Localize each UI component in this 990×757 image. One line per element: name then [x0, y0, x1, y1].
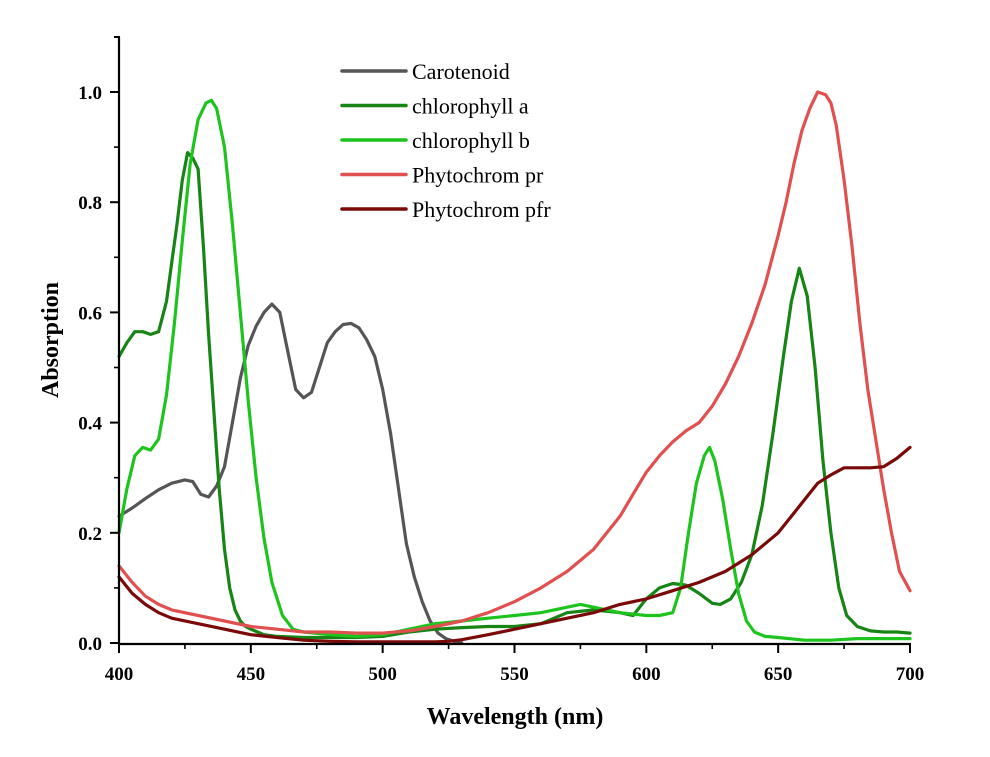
series-line-phytochrom-pfr: [117, 445, 912, 644]
x-axis-title: Wavelength (nm): [427, 704, 604, 730]
x-ticks: 400 450 500 550 600 650 700: [105, 644, 925, 685]
legend-label-chlorophyll-b: chlorophyll b: [412, 128, 530, 153]
y-tick-label: 0.4: [78, 414, 102, 435]
legend-label-chlorophyll-a: chlorophyll a: [412, 94, 529, 119]
legend-label-carotenoid: Carotenoid: [412, 59, 510, 84]
x-tick-label: 700: [896, 664, 925, 685]
plot-lines: [117, 90, 912, 645]
x-tick-label: 500: [368, 664, 397, 685]
y-axis-title: Absorption: [38, 282, 64, 398]
x-tick-label: 600: [632, 664, 661, 685]
series-line-carotenoid: [117, 302, 464, 645]
series-line-phytochrom-pr: [117, 90, 912, 635]
x-tick-label: 550: [500, 664, 529, 685]
x-tick-label: 400: [105, 664, 134, 685]
x-tick-label: 650: [764, 664, 793, 685]
y-tick-label: 0.8: [78, 193, 102, 214]
y-tick-label: 0.0: [78, 634, 102, 655]
legend: Carotenoid chlorophyll a chlorophyll b Phyt…: [340, 59, 551, 222]
x-tick-label: 450: [237, 664, 266, 685]
y-tick-label: 1.0: [78, 83, 102, 104]
y-ticks: 0.0 0.2 0.4 0.6 0.8 1.0: [78, 36, 119, 655]
legend-label-phytochrom-pr: Phytochrom pr: [412, 163, 544, 188]
y-tick-label: 0.2: [78, 524, 102, 545]
y-tick-label: 0.6: [78, 303, 102, 324]
axes: 400 450 500 550 600 650 700 0.0 0.2 0.4 0.6 0.8 1.0: [78, 36, 925, 685]
legend-label-phytochrom-pfr: Phytochrom pfr: [412, 197, 551, 222]
